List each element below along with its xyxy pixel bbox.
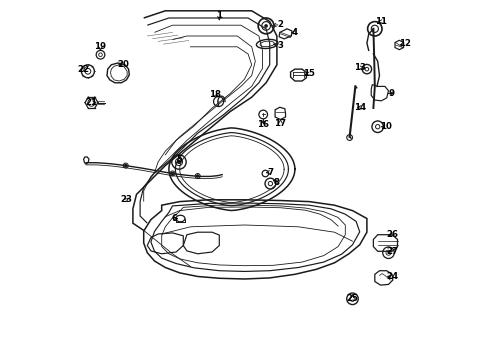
Text: 15: 15 — [302, 69, 314, 78]
Text: 27: 27 — [385, 248, 397, 256]
Text: 17: 17 — [274, 118, 286, 127]
Text: 9: 9 — [387, 89, 394, 98]
Circle shape — [124, 165, 126, 167]
Circle shape — [196, 175, 199, 177]
Text: 19: 19 — [94, 42, 106, 51]
Text: 2: 2 — [277, 20, 283, 29]
Circle shape — [195, 174, 200, 179]
Text: 11: 11 — [374, 17, 386, 26]
Circle shape — [170, 171, 175, 176]
Text: 23: 23 — [120, 195, 132, 204]
Text: 21: 21 — [85, 98, 97, 107]
Text: 1: 1 — [216, 12, 222, 21]
Text: 8: 8 — [273, 177, 279, 186]
Text: 22: 22 — [77, 65, 89, 74]
Text: 20: 20 — [117, 60, 128, 69]
Text: 7: 7 — [267, 167, 273, 176]
Text: 16: 16 — [257, 120, 269, 129]
Text: 6: 6 — [171, 214, 177, 223]
Circle shape — [177, 161, 180, 163]
Text: 12: 12 — [398, 40, 410, 49]
Text: 26: 26 — [386, 230, 397, 239]
Circle shape — [264, 24, 267, 27]
Text: 10: 10 — [379, 122, 391, 131]
Text: 3: 3 — [277, 40, 283, 49]
Text: 13: 13 — [354, 63, 366, 72]
Text: 18: 18 — [208, 90, 221, 99]
Text: 24: 24 — [385, 272, 397, 281]
Circle shape — [123, 163, 128, 168]
Text: 5: 5 — [176, 155, 182, 164]
Text: 4: 4 — [290, 28, 297, 37]
Circle shape — [171, 172, 173, 175]
Text: 14: 14 — [354, 103, 366, 112]
Text: 25: 25 — [346, 294, 358, 303]
